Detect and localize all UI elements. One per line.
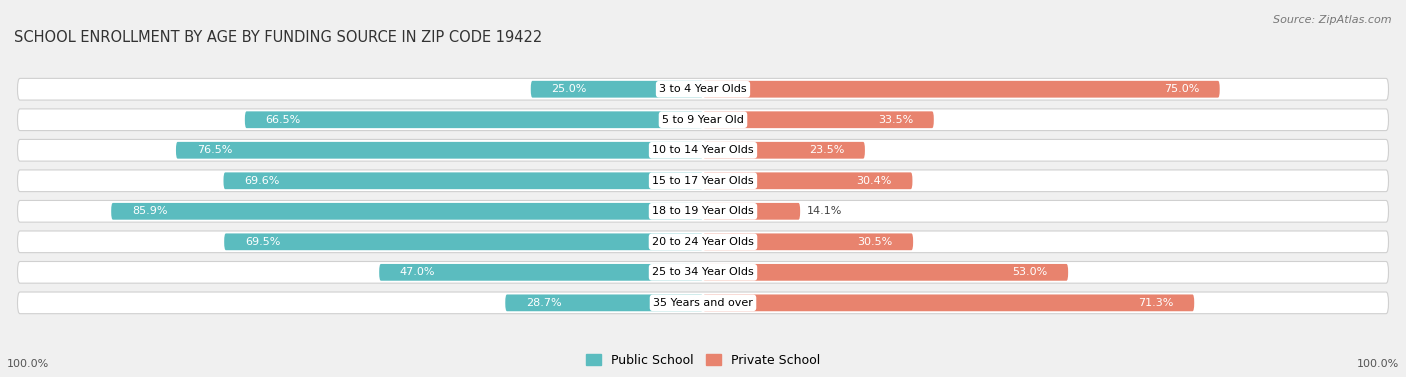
FancyBboxPatch shape <box>17 201 1389 222</box>
FancyBboxPatch shape <box>17 139 1389 161</box>
Text: 71.3%: 71.3% <box>1139 298 1174 308</box>
FancyBboxPatch shape <box>703 264 1069 281</box>
FancyBboxPatch shape <box>17 78 1389 100</box>
FancyBboxPatch shape <box>17 231 1389 253</box>
Legend: Public School, Private School: Public School, Private School <box>586 354 820 367</box>
Text: 15 to 17 Year Olds: 15 to 17 Year Olds <box>652 176 754 186</box>
FancyBboxPatch shape <box>224 172 703 189</box>
FancyBboxPatch shape <box>17 292 1389 314</box>
FancyBboxPatch shape <box>111 203 703 220</box>
Text: 100.0%: 100.0% <box>1357 359 1399 369</box>
Text: 18 to 19 Year Olds: 18 to 19 Year Olds <box>652 206 754 216</box>
Text: 69.6%: 69.6% <box>245 176 280 186</box>
Text: 47.0%: 47.0% <box>399 267 436 277</box>
FancyBboxPatch shape <box>380 264 703 281</box>
Text: 20 to 24 Year Olds: 20 to 24 Year Olds <box>652 237 754 247</box>
Text: 30.4%: 30.4% <box>856 176 891 186</box>
Text: 5 to 9 Year Old: 5 to 9 Year Old <box>662 115 744 125</box>
Text: 14.1%: 14.1% <box>807 206 842 216</box>
FancyBboxPatch shape <box>17 170 1389 192</box>
Text: 3 to 4 Year Olds: 3 to 4 Year Olds <box>659 84 747 94</box>
Text: 23.5%: 23.5% <box>808 145 844 155</box>
FancyBboxPatch shape <box>245 111 703 128</box>
FancyBboxPatch shape <box>703 81 1220 98</box>
FancyBboxPatch shape <box>531 81 703 98</box>
FancyBboxPatch shape <box>703 203 800 220</box>
Text: 66.5%: 66.5% <box>266 115 301 125</box>
FancyBboxPatch shape <box>505 294 703 311</box>
Text: Source: ZipAtlas.com: Source: ZipAtlas.com <box>1274 15 1392 25</box>
FancyBboxPatch shape <box>703 142 865 159</box>
Text: 85.9%: 85.9% <box>132 206 167 216</box>
FancyBboxPatch shape <box>17 109 1389 130</box>
Text: SCHOOL ENROLLMENT BY AGE BY FUNDING SOURCE IN ZIP CODE 19422: SCHOOL ENROLLMENT BY AGE BY FUNDING SOUR… <box>14 30 543 45</box>
Text: 35 Years and over: 35 Years and over <box>652 298 754 308</box>
FancyBboxPatch shape <box>17 262 1389 283</box>
Text: 28.7%: 28.7% <box>526 298 561 308</box>
FancyBboxPatch shape <box>703 294 1194 311</box>
Text: 76.5%: 76.5% <box>197 145 232 155</box>
FancyBboxPatch shape <box>703 111 934 128</box>
Text: 25.0%: 25.0% <box>551 84 586 94</box>
FancyBboxPatch shape <box>703 233 912 250</box>
Text: 69.5%: 69.5% <box>245 237 280 247</box>
Text: 25 to 34 Year Olds: 25 to 34 Year Olds <box>652 267 754 277</box>
Text: 30.5%: 30.5% <box>858 237 893 247</box>
Text: 53.0%: 53.0% <box>1012 267 1047 277</box>
Text: 100.0%: 100.0% <box>7 359 49 369</box>
FancyBboxPatch shape <box>224 233 703 250</box>
Text: 75.0%: 75.0% <box>1164 84 1199 94</box>
FancyBboxPatch shape <box>703 172 912 189</box>
Text: 33.5%: 33.5% <box>877 115 912 125</box>
FancyBboxPatch shape <box>176 142 703 159</box>
Text: 10 to 14 Year Olds: 10 to 14 Year Olds <box>652 145 754 155</box>
